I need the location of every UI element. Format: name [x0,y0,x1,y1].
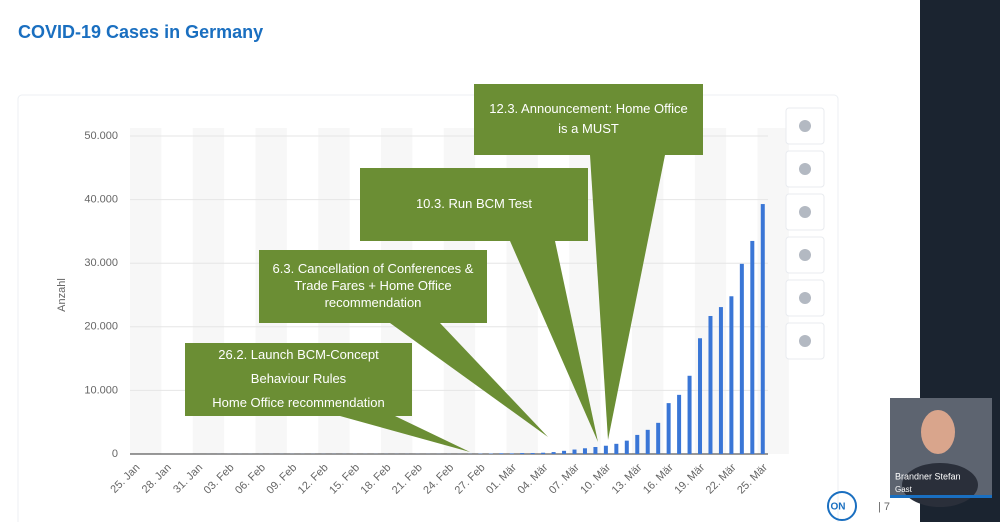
y-axis-label: Anzahl [56,278,68,312]
callout-box [474,84,703,155]
callout-text: Trade Fares + Home Office [294,278,451,293]
bar [614,444,618,454]
webcam-body [902,463,978,507]
participant-role: Gast [895,485,913,494]
icon-gear [799,206,811,218]
icon-bell [799,163,811,175]
bar [604,446,608,454]
callout-text: is a MUST [558,121,619,136]
bar [729,296,733,454]
logo: ON [831,502,846,513]
callout-text: 6.3. Cancellation of Conferences & [273,261,474,276]
bar [708,316,712,454]
bar [583,448,587,454]
bar [656,423,660,454]
bar [688,376,692,454]
bar [499,453,503,454]
bar [740,264,744,454]
y-tick-label: 30.000 [84,257,118,269]
chart-title: COVID-19 Cases in Germany [18,22,263,42]
participant-name: Brandner Stefan [895,471,961,481]
stripe [130,128,161,454]
bar [531,453,535,454]
webcam: Brandner Stefan Gast [890,398,992,507]
bar [667,403,671,454]
bar [573,450,577,454]
icon-print [799,335,811,347]
bar [677,395,681,454]
y-tick-label: 20.000 [84,321,118,333]
webcam-head [921,410,955,454]
callout-text: 10.3. Run BCM Test [416,196,532,211]
bar [761,204,765,454]
y-tick-label: 50.000 [84,130,118,142]
bar [635,435,639,454]
bar [510,453,514,454]
bar [562,451,566,454]
y-tick-label: 0 [112,448,118,460]
bar [750,241,754,454]
icon-share [799,249,811,261]
webcam-bar [890,495,992,498]
callout-text: 12.3. Announcement: Home Office [489,101,688,116]
y-tick-label: 40.000 [84,194,118,206]
callout-text: Behaviour Rules [251,371,347,386]
callout-text: recommendation [325,295,422,310]
bar [541,453,545,454]
callout-text: 26.2. Launch BCM-Concept [218,347,379,362]
callout-text: Home Office recommendation [212,395,384,410]
bar [593,447,597,454]
icon-star [799,120,811,132]
bar [625,441,629,454]
bar [698,338,702,454]
bar [719,307,723,454]
bar [552,452,556,454]
icon-quote [799,292,811,304]
page-number: | 7 [878,501,890,513]
y-tick-label: 10.000 [84,384,118,396]
bar [520,453,524,454]
bar [646,430,650,454]
